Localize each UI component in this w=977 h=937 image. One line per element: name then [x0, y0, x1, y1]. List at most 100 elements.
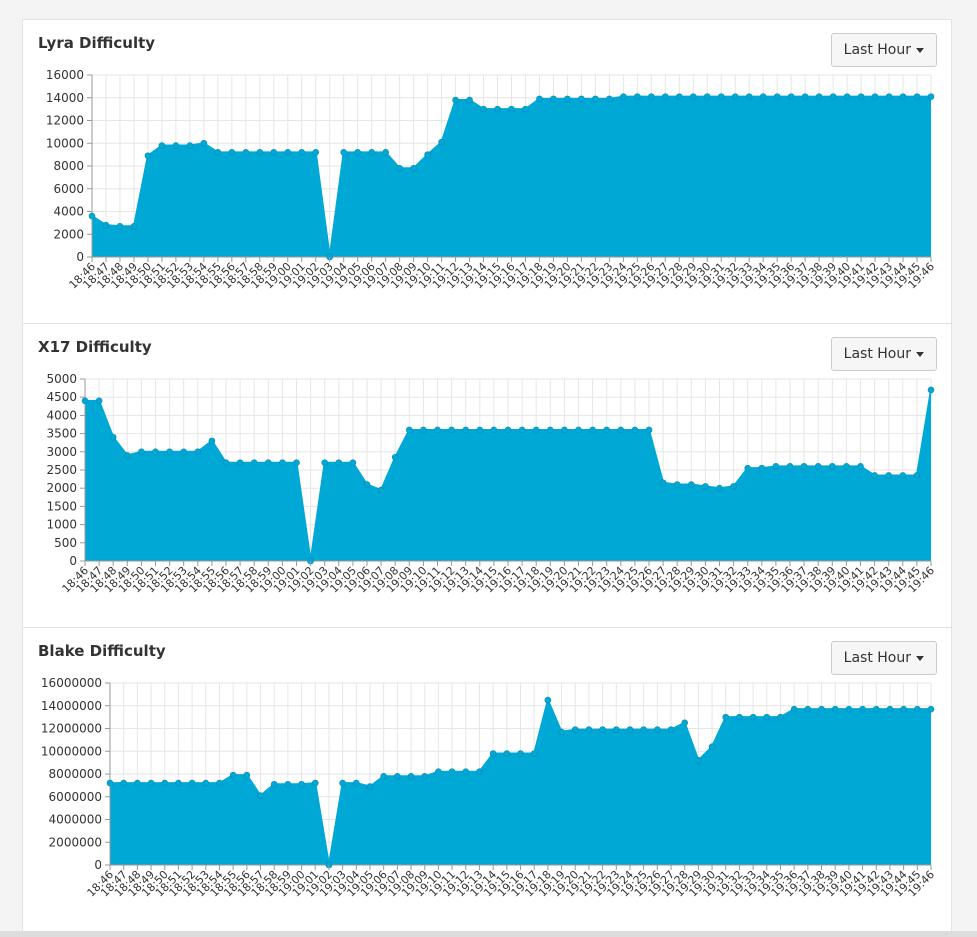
y-tick-label: 2000000 [49, 835, 102, 849]
data-point [736, 713, 743, 721]
data-point [546, 426, 554, 434]
y-tick-label: 2000 [46, 481, 77, 495]
data-point [147, 779, 155, 787]
data-point [175, 779, 182, 787]
time-range-dropdown[interactable]: Last Hour [830, 337, 937, 371]
data-point [773, 93, 781, 100]
data-point [831, 705, 839, 713]
y-tick-label: 10000 [46, 136, 84, 150]
y-tick-label: 6000000 [49, 790, 102, 804]
data-point [298, 149, 306, 156]
data-point [871, 93, 879, 100]
series-area [85, 389, 931, 561]
data-point [787, 93, 795, 100]
data-point [438, 138, 445, 146]
data-point [703, 93, 711, 100]
data-point [186, 142, 194, 149]
data-point [927, 93, 935, 100]
data-point [366, 783, 374, 790]
data-point [716, 484, 723, 492]
data-point [645, 426, 653, 434]
data-point [363, 481, 371, 488]
data-point [462, 768, 470, 776]
data-point [675, 93, 683, 100]
data-point [772, 463, 780, 470]
y-tick-label: 1000 [46, 518, 77, 532]
data-point [138, 448, 145, 456]
data-point [536, 95, 543, 103]
data-point [243, 771, 251, 779]
data-point [687, 481, 695, 488]
y-tick-label: 12000000 [41, 722, 102, 736]
y-tick-label: 14000 [46, 91, 84, 105]
y-tick-label: 5000 [46, 372, 77, 386]
y-tick-label: 16000 [46, 68, 84, 82]
data-point [845, 705, 853, 713]
data-point [744, 464, 752, 472]
data-point [270, 149, 278, 156]
data-point [800, 463, 808, 470]
y-tick-label: 8000000 [49, 767, 102, 781]
range-label: Last Hour [843, 346, 911, 362]
footer-ticker [0, 931, 977, 937]
y-tick-label: 8000 [53, 159, 84, 173]
y-tick-label: 4000 [46, 408, 77, 422]
data-point [702, 483, 709, 490]
time-range-dropdown[interactable]: Last Hour [830, 641, 937, 675]
data-point [871, 472, 878, 479]
data-point [508, 105, 515, 113]
data-point [270, 780, 278, 788]
data-point [885, 93, 893, 100]
data-point [106, 779, 114, 787]
data-point [654, 726, 661, 733]
data-point [620, 93, 627, 100]
data-point [250, 459, 258, 467]
y-tick-label: 4000000 [49, 813, 102, 827]
data-point [312, 149, 320, 156]
data-point [843, 463, 850, 470]
data-point [617, 426, 625, 434]
data-point [265, 459, 272, 467]
data-point [284, 149, 292, 156]
data-point [872, 705, 880, 713]
time-range-dropdown[interactable]: Last Hour [830, 33, 937, 67]
data-point [202, 779, 210, 787]
data-point [476, 426, 484, 434]
data-point [885, 472, 893, 479]
chart-title: Lyra Difficulty [38, 34, 156, 52]
data-point [116, 222, 124, 230]
data-point [172, 142, 180, 149]
data-point [256, 149, 264, 156]
data-point [352, 779, 360, 787]
data-point [857, 463, 864, 470]
data-point [730, 483, 737, 490]
data-point [421, 772, 429, 780]
range-label: Last Hour [843, 42, 911, 58]
data-point [673, 481, 681, 488]
y-tick-label: 500 [54, 536, 77, 550]
data-point [158, 142, 166, 149]
series-area [110, 700, 931, 865]
data-point [161, 779, 169, 787]
y-tick-label: 0 [76, 250, 84, 264]
data-point [717, 93, 725, 100]
y-tick-label: 3000 [46, 445, 77, 459]
data-point [914, 705, 921, 713]
data-point [648, 93, 655, 100]
data-point [662, 93, 669, 100]
data-point [886, 705, 894, 713]
data-point [448, 768, 456, 776]
y-tick-label: 0 [69, 554, 77, 568]
data-point [626, 726, 634, 733]
data-point [391, 453, 399, 461]
data-point [335, 459, 343, 467]
y-tick-label: 16000000 [41, 676, 102, 690]
lyra-panel: Lyra Difficulty Last Hour 0 2000 4000 6000 8… [22, 19, 952, 324]
data-point [814, 463, 822, 470]
data-point [532, 426, 540, 434]
x17-panel: X17 Difficulty Last Hour 0 500 1000 1500 200… [22, 323, 952, 629]
y-tick-label: 6000 [53, 182, 84, 196]
data-point [134, 779, 141, 787]
data-point [208, 437, 216, 445]
y-tick-label: 10000000 [41, 744, 102, 758]
